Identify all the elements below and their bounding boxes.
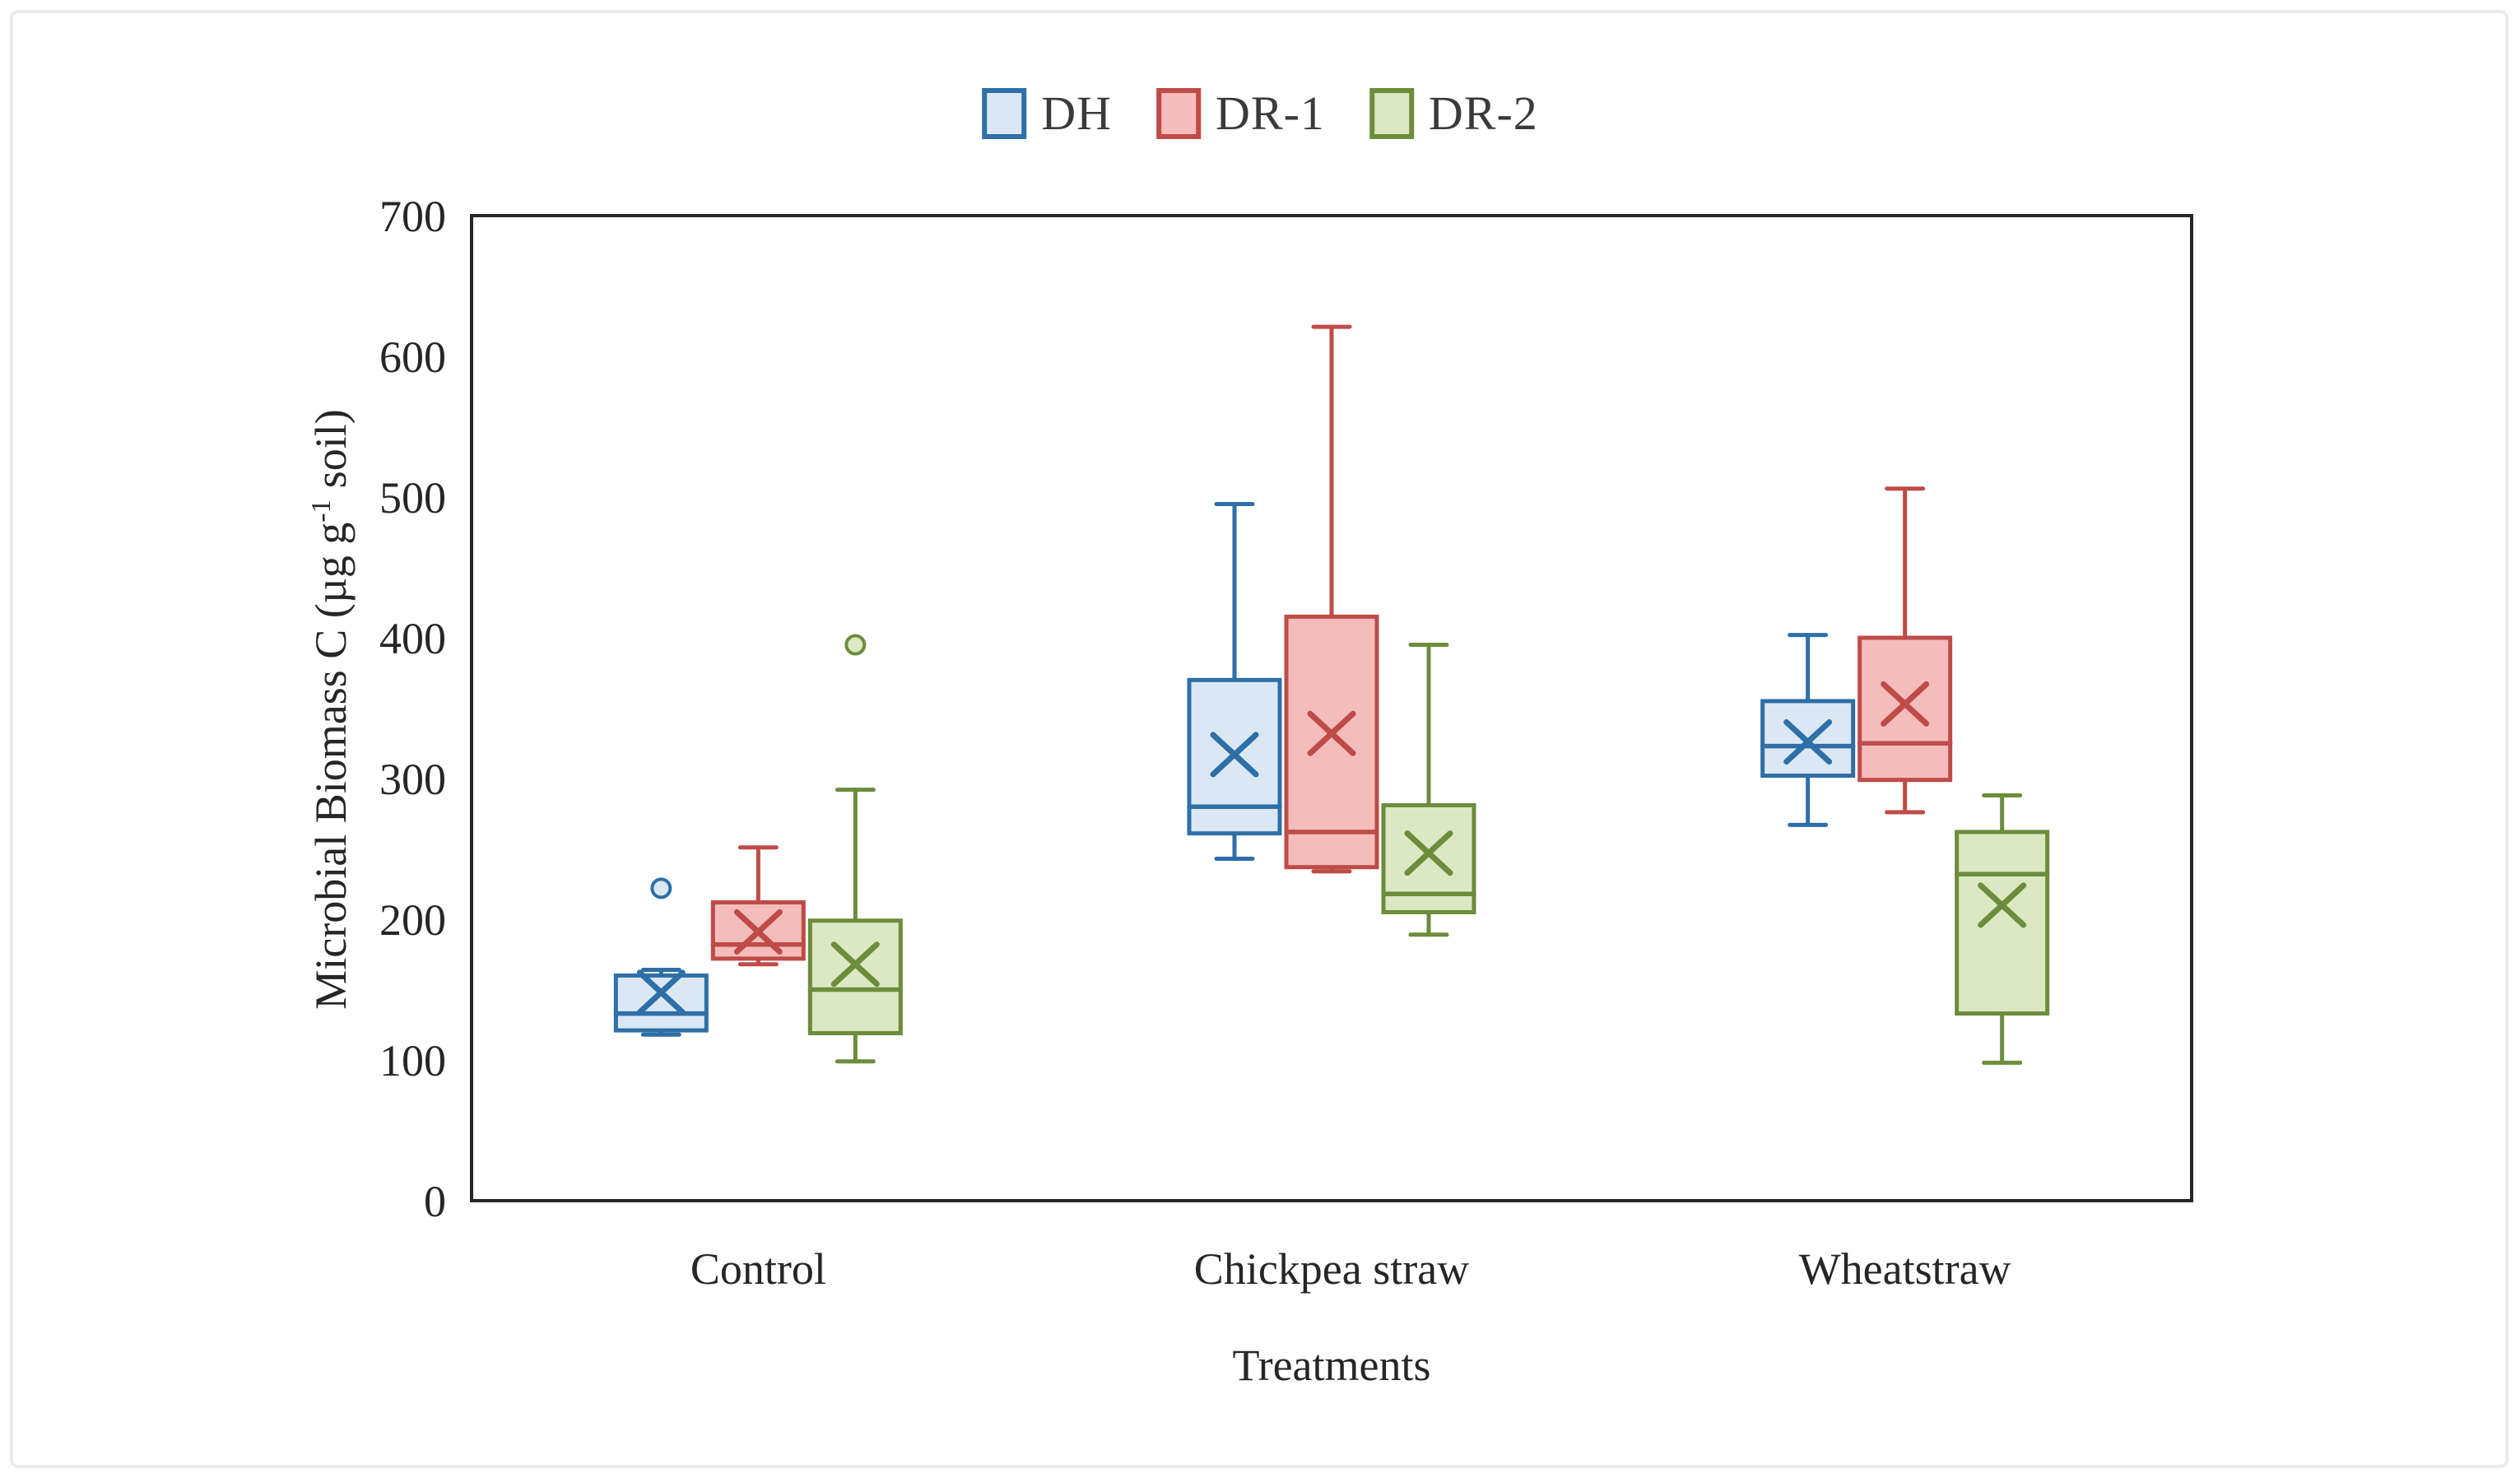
- plot-frame: [470, 214, 2193, 1202]
- box-dh-1-mean-marker: [1210, 732, 1259, 778]
- y-tick-label: 500: [379, 473, 446, 523]
- legend-item-dh: DH: [982, 86, 1112, 141]
- x-axis-title: Treatments: [1232, 1341, 1431, 1390]
- legend-swatch-icon: [1369, 87, 1414, 139]
- box-dr-1-0-mean-marker: [733, 909, 783, 955]
- y-tick-label: 400: [379, 614, 446, 663]
- box-dh-0-outlier-point: [650, 877, 672, 899]
- legend-label: DH: [1041, 86, 1112, 140]
- box-dr-2-0: [807, 918, 903, 1036]
- y-tick-label: 600: [379, 332, 446, 382]
- box-dr-1-1-mean-marker: [1307, 710, 1356, 756]
- legend-item-dr-1: DR-1: [1156, 86, 1325, 141]
- box-dr-2-1-mean-marker: [1404, 830, 1453, 876]
- legend-swatch-icon: [982, 87, 1027, 139]
- legend: DH DR-1 DR-2: [982, 86, 1538, 141]
- box-dr-2-2-mean-marker: [1978, 882, 2027, 928]
- y-axis-title-superscript: -1: [306, 499, 337, 523]
- legend-label: DR-2: [1428, 86, 1538, 140]
- x-category-label: Wheatstraw: [1799, 1244, 2011, 1294]
- y-tick-label: 700: [379, 192, 446, 241]
- y-tick-label: 300: [379, 755, 446, 804]
- y-tick-label: 200: [379, 895, 446, 945]
- box-dr-2-0-mean-marker: [830, 941, 880, 988]
- box-dh-0: [613, 973, 709, 1033]
- x-category-label: Control: [690, 1244, 826, 1294]
- legend-label: DR-1: [1216, 86, 1325, 140]
- box-dh-2-mean-marker: [1783, 719, 1833, 765]
- legend-item-dr-2: DR-2: [1369, 86, 1538, 141]
- y-tick-label: 0: [424, 1177, 446, 1226]
- box-dr-2-2: [1955, 830, 2050, 1016]
- box-dh-0-mean-marker: [636, 969, 686, 1016]
- legend-swatch-icon: [1156, 87, 1201, 139]
- y-axis-title: Microbial Biomass C (µg g-1 soil): [305, 409, 356, 1009]
- y-axis-title-prefix: Microbial Biomass C (µg g: [306, 522, 356, 1010]
- y-axis-title-suffix: soil): [306, 409, 356, 500]
- box-dr-1-2-mean-marker: [1881, 681, 1930, 727]
- y-tick-label: 100: [379, 1036, 446, 1085]
- box-dr-1-2: [1857, 635, 1953, 783]
- x-category-label: Chickpea straw: [1194, 1244, 1469, 1294]
- box-dr-1-1: [1284, 614, 1379, 870]
- box-dr-2-0-outlier-point: [844, 634, 867, 656]
